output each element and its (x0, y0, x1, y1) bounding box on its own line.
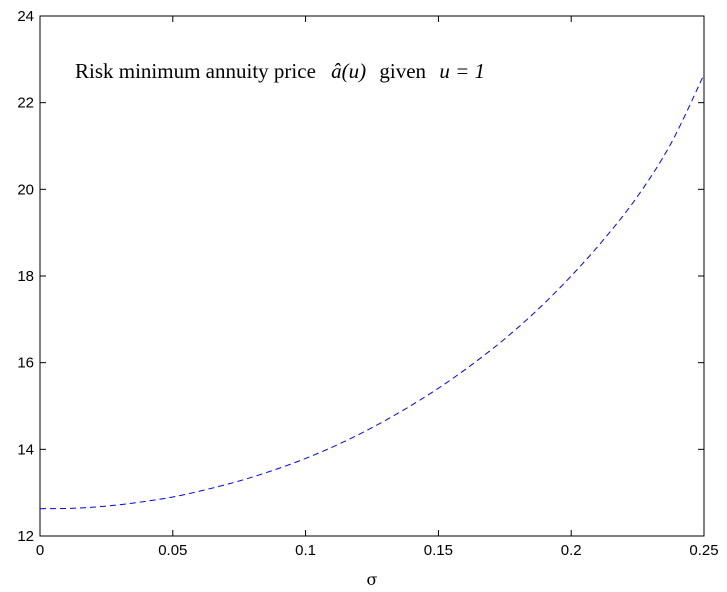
y-tick-label: 18 (17, 268, 34, 285)
y-tick-label: 24 (17, 8, 34, 25)
y-tick-label: 16 (17, 355, 34, 372)
y-tick-label: 14 (17, 441, 34, 458)
axis-tick-labels: 0 0.05 0.1 0.15 0.2 0.25 12 14 16 18 20 22 24 (17, 8, 718, 559)
annotation-middle: given (379, 59, 426, 83)
x-tick-label: 0.1 (295, 542, 316, 559)
x-tick-label: 0.25 (689, 542, 718, 559)
annotation-condition: u = 1 (439, 59, 485, 83)
axis-ticks (39, 15, 705, 537)
plot-frame (39, 15, 705, 537)
x-axis-label: σ (367, 570, 378, 589)
x-tick-label: 0.2 (561, 542, 582, 559)
series-layer (39, 74, 705, 510)
y-tick-label: 22 (17, 95, 34, 112)
x-tick-label: 0.15 (424, 542, 453, 559)
y-tick-label: 20 (17, 181, 34, 198)
x-tick-label: 0 (36, 542, 44, 559)
x-tick-label: 0.05 (158, 542, 187, 559)
annotation-math: â(u) (331, 59, 366, 83)
chart-annotation: Risk minimum annuity price â(u) given u … (75, 59, 485, 83)
annotation-prefix: Risk minimum annuity price (75, 59, 316, 83)
y-tick-label: 12 (17, 528, 34, 545)
series-line (39, 74, 705, 510)
